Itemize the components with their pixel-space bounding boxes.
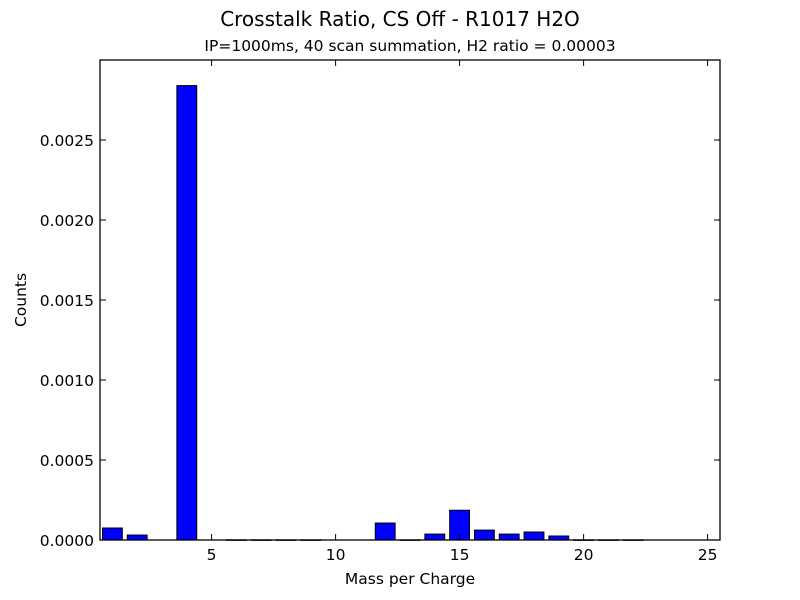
x-tick-label: 20 [574,546,594,564]
x-axis-label: Mass per Charge [345,570,475,588]
x-tick-label: 25 [698,546,718,564]
x-tick-label: 15 [450,546,470,564]
y-tick-label: 0.0020 [40,212,94,230]
bar-mass-14 [424,533,446,541]
y-tick-label: 0.0005 [40,452,94,470]
bar-mass-4 [176,85,198,541]
bar-mass-2 [126,534,148,541]
bar-mass-1 [101,527,123,541]
y-tick-label: 0.0025 [40,132,94,150]
chart-subtitle: IP=1000ms, 40 scan summation, H2 ratio =… [204,37,616,55]
bar-mass-17 [498,533,520,541]
y-axis-ticks: 0.0000 0.0005 0.0010 0.0015 0.0020 0.0025 [40,132,720,550]
y-tick-label: 0.0010 [40,372,94,390]
bar-mass-16 [473,529,495,541]
bar-mass-12 [374,522,396,541]
y-axis-label: Counts [12,273,30,327]
x-axis-ticks: 5 10 15 20 25 [207,60,718,564]
y-tick-label: 0.0000 [40,532,94,550]
bar-mass-18 [523,531,545,541]
y-tick-label: 0.0015 [40,292,94,310]
bars-group [101,85,644,541]
chart-title: Crosstalk Ratio, CS Off - R1017 H2O [220,7,580,31]
x-tick-label: 10 [326,546,346,564]
x-tick-label: 5 [207,546,217,564]
